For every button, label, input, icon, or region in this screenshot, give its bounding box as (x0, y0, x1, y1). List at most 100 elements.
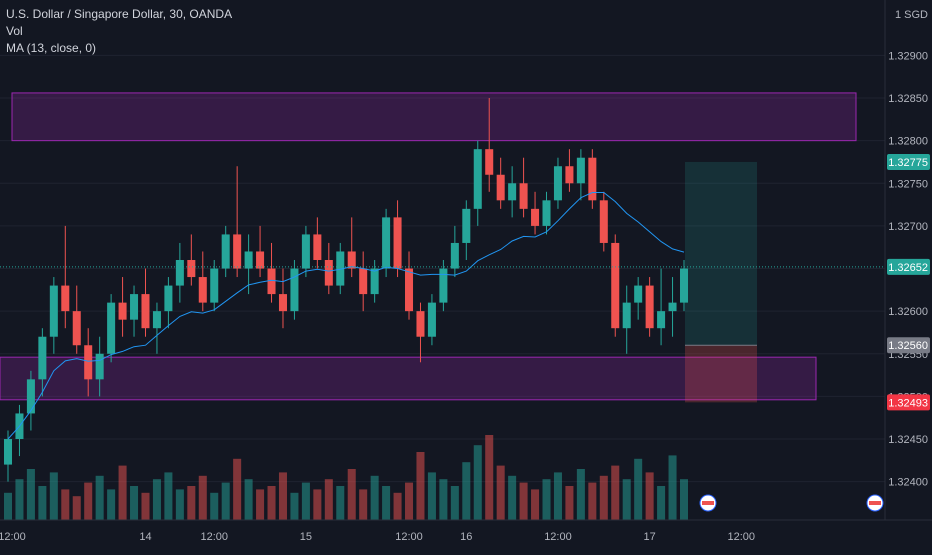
volume-indicator-label[interactable]: Vol (6, 24, 23, 38)
candle-body (370, 268, 379, 295)
volume-bar (26, 469, 35, 520)
volume-bar (599, 475, 608, 520)
ma-indicator-label[interactable]: MA (13, close, 0) (6, 41, 97, 55)
volume-bar (553, 472, 562, 520)
volume-bar (256, 489, 265, 520)
volume-bar (405, 482, 414, 520)
volume-bar (233, 458, 242, 520)
volume-bar (3, 492, 13, 520)
candle-body (301, 234, 310, 269)
candle-body (84, 345, 93, 380)
volume-bar (370, 475, 379, 520)
candle-body (611, 242, 620, 329)
candle-body (49, 285, 58, 337)
symbol-title[interactable]: U.S. Dollar / Singapore Dollar, 30, OAND… (6, 7, 233, 21)
price-label: 1.32775 (888, 157, 928, 169)
candle-body (565, 166, 574, 184)
candle-body (244, 251, 253, 269)
candle-body (416, 311, 425, 337)
volume-bar (61, 489, 70, 520)
volume-bar (72, 496, 81, 520)
volume-bar (645, 472, 654, 520)
volume-bar (657, 486, 666, 520)
price-tick-label: 1.32450 (888, 434, 928, 446)
volume-bar (15, 479, 24, 520)
price-label-bg (887, 337, 930, 354)
candle-body (439, 268, 448, 303)
volume-bar (118, 465, 127, 520)
volume-bar (313, 489, 322, 520)
volume-bar (324, 479, 333, 520)
candles (3, 98, 689, 482)
volume-bar (130, 486, 139, 520)
volume-bar (267, 486, 276, 520)
time-axis-bg (0, 520, 932, 550)
volume-bar (450, 486, 459, 520)
candle-body (313, 234, 322, 260)
candle-body (645, 285, 654, 329)
volume-bar (49, 472, 58, 520)
price-tick-label: 1.32900 (888, 50, 928, 62)
price-tick-label: 1.32700 (888, 221, 928, 233)
price-axis: 1 SGD1.324001.324501.325001.325501.32600… (884, 0, 932, 550)
volume-bar (107, 489, 116, 520)
volume-bar (393, 492, 402, 520)
volume-bar (622, 479, 631, 520)
candle-body (542, 200, 551, 226)
price-label: 1.32652 (888, 262, 928, 274)
flag-stripe-icon (702, 501, 714, 505)
volume-bar (519, 482, 528, 520)
time-tick-label: 12:00 (200, 531, 228, 543)
time-tick-label: 12:00 (0, 531, 26, 543)
volume-bar (152, 479, 161, 520)
candle-body (634, 285, 643, 303)
candle-body (347, 251, 356, 269)
volume-bar (84, 482, 93, 520)
time-tick-label: 16 (460, 531, 472, 543)
candle-body (405, 268, 414, 312)
candle-body (359, 268, 368, 295)
candle-body (107, 302, 116, 354)
candle-body (233, 234, 242, 269)
volume-bar (198, 475, 207, 520)
time-tick-label: 12:00 (544, 531, 572, 543)
volume-bar (576, 469, 585, 520)
candle-body (175, 260, 184, 286)
volume-bar (531, 489, 540, 520)
price-label: 1.32560 (888, 340, 928, 352)
candle-body (3, 439, 13, 465)
candle-body (657, 311, 666, 329)
volume-bar (668, 455, 677, 520)
candle-body (290, 268, 299, 312)
moving-average-line (7, 192, 685, 440)
volume-bar (508, 475, 517, 520)
volume-bar (347, 469, 356, 520)
price-tick-label: 1.32400 (888, 477, 928, 489)
volume-bar (588, 482, 597, 520)
time-tick-label: 12:00 (395, 531, 423, 543)
volume-bars (3, 435, 689, 520)
price-axis-bg (885, 0, 932, 550)
target-zone (685, 161, 757, 346)
volume-bar (210, 492, 219, 520)
volume-bar (187, 486, 196, 520)
volume-bar (336, 486, 345, 520)
candle-body (256, 251, 265, 269)
volume-bar (359, 489, 368, 520)
candle-body (473, 149, 482, 209)
volume-bar (462, 462, 471, 520)
volume-bar (141, 492, 150, 520)
candle-body (508, 183, 517, 201)
candle-body (519, 183, 528, 209)
volume-bar (439, 479, 448, 520)
volume-bar (290, 492, 299, 520)
candle-body (221, 234, 230, 269)
candle-body (599, 200, 608, 243)
price-tick-label: 1.32600 (888, 306, 928, 318)
candle-body (26, 379, 35, 414)
candle-body (61, 285, 70, 312)
currency-label: 1 SGD (895, 9, 928, 21)
candle-body (152, 311, 161, 329)
